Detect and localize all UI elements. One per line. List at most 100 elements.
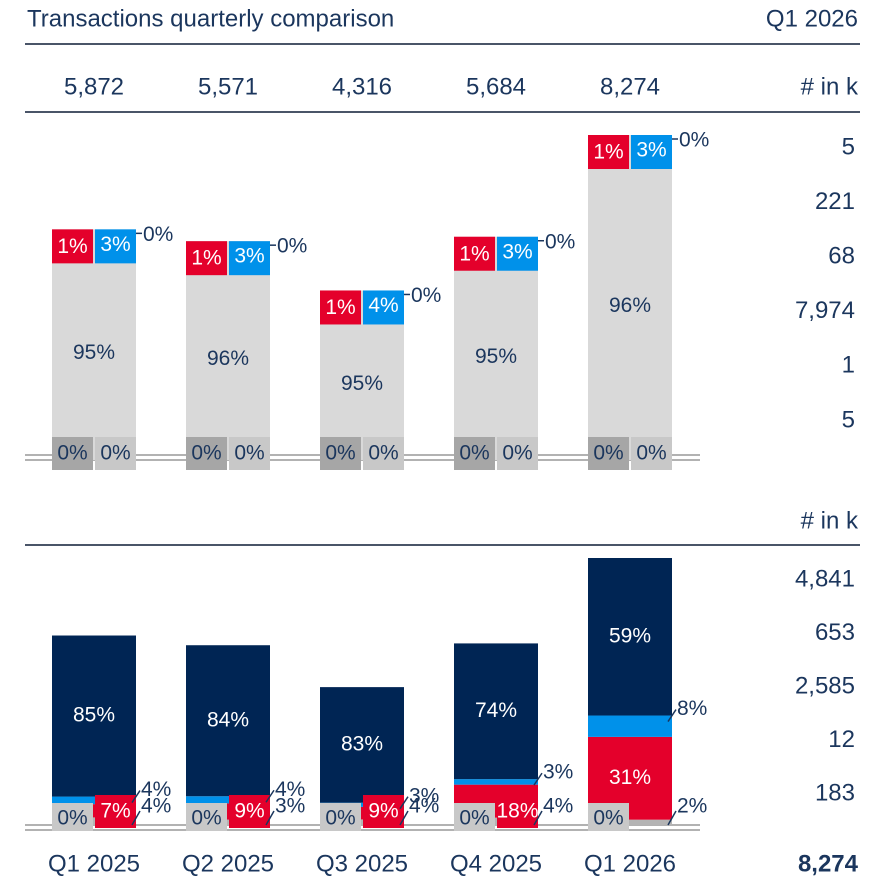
segment-label: 0% — [679, 129, 709, 152]
segment-label: 0% — [100, 442, 130, 465]
segment — [186, 819, 270, 825]
period: Q1 2026 — [766, 5, 858, 32]
segment — [95, 229, 136, 264]
segment-label: 0% — [57, 807, 87, 830]
segment — [52, 229, 136, 460]
segment — [320, 802, 404, 807]
segment — [588, 135, 629, 169]
side-value: 653 — [815, 619, 855, 646]
total: 4,316 — [332, 73, 392, 100]
segment — [631, 135, 672, 169]
segment — [588, 558, 672, 716]
title: Transactions quarterly comparison — [27, 5, 394, 32]
unit: # in k — [801, 73, 859, 100]
segment-label: 3% — [543, 761, 573, 784]
segment — [363, 437, 404, 470]
category: Q1 2026 — [584, 850, 676, 877]
segment — [454, 437, 495, 470]
leader — [265, 810, 275, 826]
segment — [320, 290, 361, 325]
segment-label: 96% — [207, 347, 249, 370]
segment — [186, 803, 227, 831]
segment — [186, 241, 270, 460]
segment — [588, 135, 672, 460]
category: Q1 2025 — [48, 850, 140, 877]
side-value: 1 — [842, 352, 855, 379]
segment-label: 0% — [459, 442, 489, 465]
grand-total: 8,274 — [798, 850, 859, 877]
label-box — [229, 795, 270, 828]
segment-label: 0% — [191, 442, 221, 465]
segment — [497, 236, 538, 271]
leader — [265, 789, 275, 803]
segment-label: 1% — [459, 242, 489, 265]
segment-label: 3% — [234, 245, 264, 268]
segment — [588, 819, 672, 825]
segment — [186, 437, 227, 470]
side-value: 221 — [815, 188, 855, 215]
segment-label: 0% — [593, 442, 623, 465]
leader — [533, 810, 543, 826]
segment — [454, 643, 538, 780]
label-box — [363, 795, 404, 828]
segment-label: 0% — [191, 807, 221, 830]
segment-label: 0% — [277, 235, 307, 258]
segment-label: 0% — [325, 807, 355, 830]
segment-label: 0% — [593, 807, 623, 830]
segment-label: 0% — [636, 442, 666, 465]
segment-label: 2% — [677, 795, 707, 818]
segment-label: 0% — [368, 442, 398, 465]
side-value: 2,585 — [795, 672, 855, 699]
leader — [667, 810, 677, 826]
segment-label: 1% — [191, 247, 221, 270]
segment-label: 0% — [57, 442, 87, 465]
segment — [186, 796, 270, 804]
segment-label: 1% — [57, 235, 87, 258]
segment-label: 1% — [325, 296, 355, 319]
side-value: 4,841 — [795, 565, 855, 592]
segment-label: 1% — [593, 141, 623, 164]
segment-label: 4% — [141, 778, 171, 801]
segment — [320, 803, 361, 831]
segment — [320, 819, 404, 825]
side-value: 5 — [842, 133, 855, 160]
segment — [320, 687, 404, 803]
leader — [131, 790, 141, 803]
segment-label: 9% — [234, 800, 264, 823]
segment — [454, 803, 495, 831]
segment — [52, 803, 93, 831]
segment-label: 0% — [325, 442, 355, 465]
total: 8,274 — [600, 73, 660, 100]
segment-label: 74% — [475, 699, 517, 722]
segment-label: 31% — [609, 766, 651, 789]
segment-label: 3% — [275, 795, 305, 818]
leader — [399, 796, 409, 810]
segment — [320, 437, 361, 470]
total: 5,684 — [466, 73, 526, 100]
segment — [52, 817, 136, 825]
segment — [52, 229, 93, 264]
segment-label: 4% — [368, 294, 398, 317]
segment-label: 95% — [341, 372, 383, 395]
segment-label: 84% — [207, 708, 249, 731]
segment-label: 4% — [275, 778, 305, 801]
segment-label: 0% — [502, 442, 532, 465]
segment — [454, 779, 538, 785]
side-value: 68 — [828, 243, 855, 270]
segment-label: 96% — [609, 294, 651, 317]
segment-label: 4% — [141, 795, 171, 818]
segment — [363, 290, 404, 325]
segment-label: 9% — [368, 800, 398, 823]
segment — [52, 437, 93, 470]
segment — [186, 241, 227, 276]
segment-label: 3% — [409, 784, 439, 807]
segment-label: 83% — [341, 732, 383, 755]
category: Q2 2025 — [182, 850, 274, 877]
segment-label: 4% — [543, 795, 573, 818]
segment-label: 0% — [234, 442, 264, 465]
segment-label: 4% — [409, 795, 439, 818]
segment — [631, 437, 672, 470]
leader — [533, 772, 543, 786]
segment — [454, 236, 538, 460]
